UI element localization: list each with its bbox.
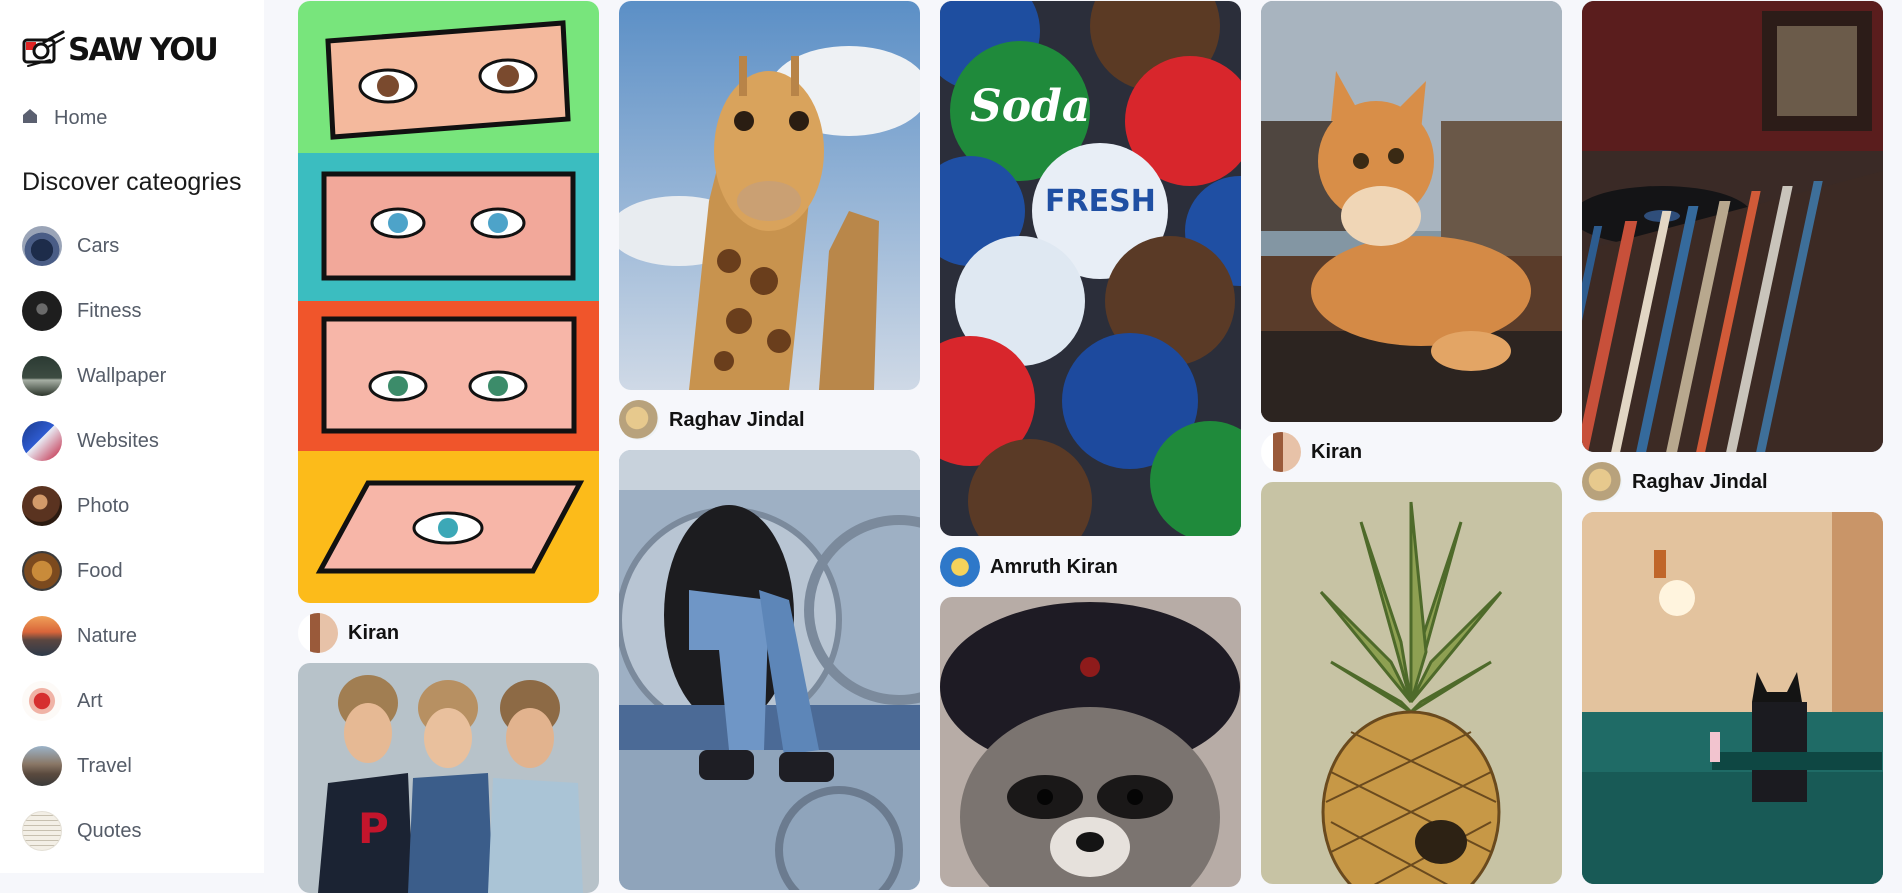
- category-label: Cars: [77, 234, 120, 257]
- author-name: Kiran: [348, 621, 400, 644]
- discover-categories-heading: Discover cateogries: [22, 168, 242, 196]
- batman-diner-image: [1582, 512, 1883, 884]
- author-name: Raghav Jindal: [1632, 470, 1768, 493]
- author-name: Raghav Jindal: [669, 408, 805, 431]
- category-thumbnail-art: [22, 681, 62, 721]
- pin-cat[interactable]: [1261, 1, 1562, 422]
- category-label: Art: [77, 689, 103, 712]
- category-thumbnail-cars: [22, 226, 62, 266]
- pin-laundromat[interactable]: [619, 450, 920, 890]
- logo-text: SAW YOU: [68, 32, 219, 68]
- svg-text:FRESH: FRESH: [1045, 184, 1156, 219]
- pin-author[interactable]: Raghav Jindal: [619, 399, 805, 441]
- pin-bottle-caps[interactable]: Soda FRESH: [940, 1, 1241, 536]
- eighties-band-image: P: [298, 663, 599, 893]
- category-thumbnail-nature: [22, 616, 62, 656]
- category-thumbnail-photo: [22, 486, 62, 526]
- pin-pineapple[interactable]: [1261, 482, 1562, 884]
- pin-comic-eyes[interactable]: [298, 1, 599, 603]
- category-item-quotes[interactable]: Quotes: [22, 811, 166, 851]
- category-item-wallpaper[interactable]: Wallpaper: [22, 356, 166, 396]
- category-label: Websites: [77, 429, 159, 452]
- pin-raccoon[interactable]: [940, 597, 1241, 887]
- pin-giraffe[interactable]: [619, 1, 920, 390]
- app-logo[interactable]: SAW YOU: [22, 30, 219, 70]
- category-label: Photo: [77, 494, 130, 517]
- pin-batman-diner[interactable]: [1582, 512, 1883, 884]
- author-avatar: [1261, 432, 1301, 472]
- sidebar: SAW YOU Home Discover cateogries Cars Fi…: [0, 0, 264, 873]
- category-label: Food: [77, 559, 123, 582]
- svg-text:Soda: Soda: [970, 81, 1090, 132]
- svg-text:P: P: [358, 804, 389, 853]
- pin-feed: Kiran P: [298, 0, 1888, 893]
- category-label: Quotes: [77, 819, 142, 842]
- author-name: Amruth Kiran: [990, 555, 1118, 578]
- pin-author[interactable]: Kiran: [298, 612, 399, 654]
- author-avatar: [619, 400, 659, 440]
- laundromat-image: [619, 450, 920, 890]
- category-list: Cars Fitness Wallpaper Websites Photo Fo…: [22, 226, 166, 876]
- category-thumbnail-travel: [22, 746, 62, 786]
- category-label: Wallpaper: [77, 364, 167, 387]
- giraffe-image: [619, 1, 920, 390]
- pin-vinyl-records[interactable]: [1582, 1, 1883, 452]
- author-avatar: [940, 547, 980, 587]
- category-thumbnail-websites: [22, 421, 62, 461]
- category-item-travel[interactable]: Travel: [22, 746, 166, 786]
- category-thumbnail-wallpaper: [22, 356, 62, 396]
- camera-logo-icon: [22, 30, 66, 70]
- cat-image: [1261, 1, 1562, 422]
- comic-eyes-image: [298, 1, 599, 603]
- category-label: Fitness: [77, 299, 142, 322]
- category-thumbnail-food: [22, 551, 62, 591]
- raccoon-image: [940, 597, 1241, 887]
- category-label: Travel: [77, 754, 132, 777]
- category-thumbnail-quotes: [22, 811, 62, 851]
- home-icon: [22, 107, 54, 130]
- category-item-art[interactable]: Art: [22, 681, 166, 721]
- pin-author[interactable]: Kiran: [1261, 431, 1362, 473]
- category-item-fitness[interactable]: Fitness: [22, 291, 166, 331]
- category-item-websites[interactable]: Websites: [22, 421, 166, 461]
- author-name: Kiran: [1311, 440, 1363, 463]
- category-item-photo[interactable]: Photo: [22, 486, 166, 526]
- pin-author[interactable]: Raghav Jindal: [1582, 461, 1768, 503]
- category-thumbnail-fitness: [22, 291, 62, 331]
- pin-eighties-band[interactable]: P: [298, 663, 599, 893]
- author-avatar: [298, 613, 338, 653]
- nav-home-label: Home: [54, 106, 108, 129]
- vinyl-records-image: [1582, 1, 1883, 452]
- nav-home[interactable]: Home: [22, 104, 107, 132]
- pineapple-image: [1261, 482, 1562, 884]
- author-avatar: [1582, 462, 1622, 502]
- bottle-caps-image: Soda FRESH: [940, 1, 1241, 536]
- category-item-nature[interactable]: Nature: [22, 616, 166, 656]
- category-item-food[interactable]: Food: [22, 551, 166, 591]
- category-item-cars[interactable]: Cars: [22, 226, 166, 266]
- category-label: Nature: [77, 624, 138, 647]
- pin-author[interactable]: Amruth Kiran: [940, 546, 1118, 588]
